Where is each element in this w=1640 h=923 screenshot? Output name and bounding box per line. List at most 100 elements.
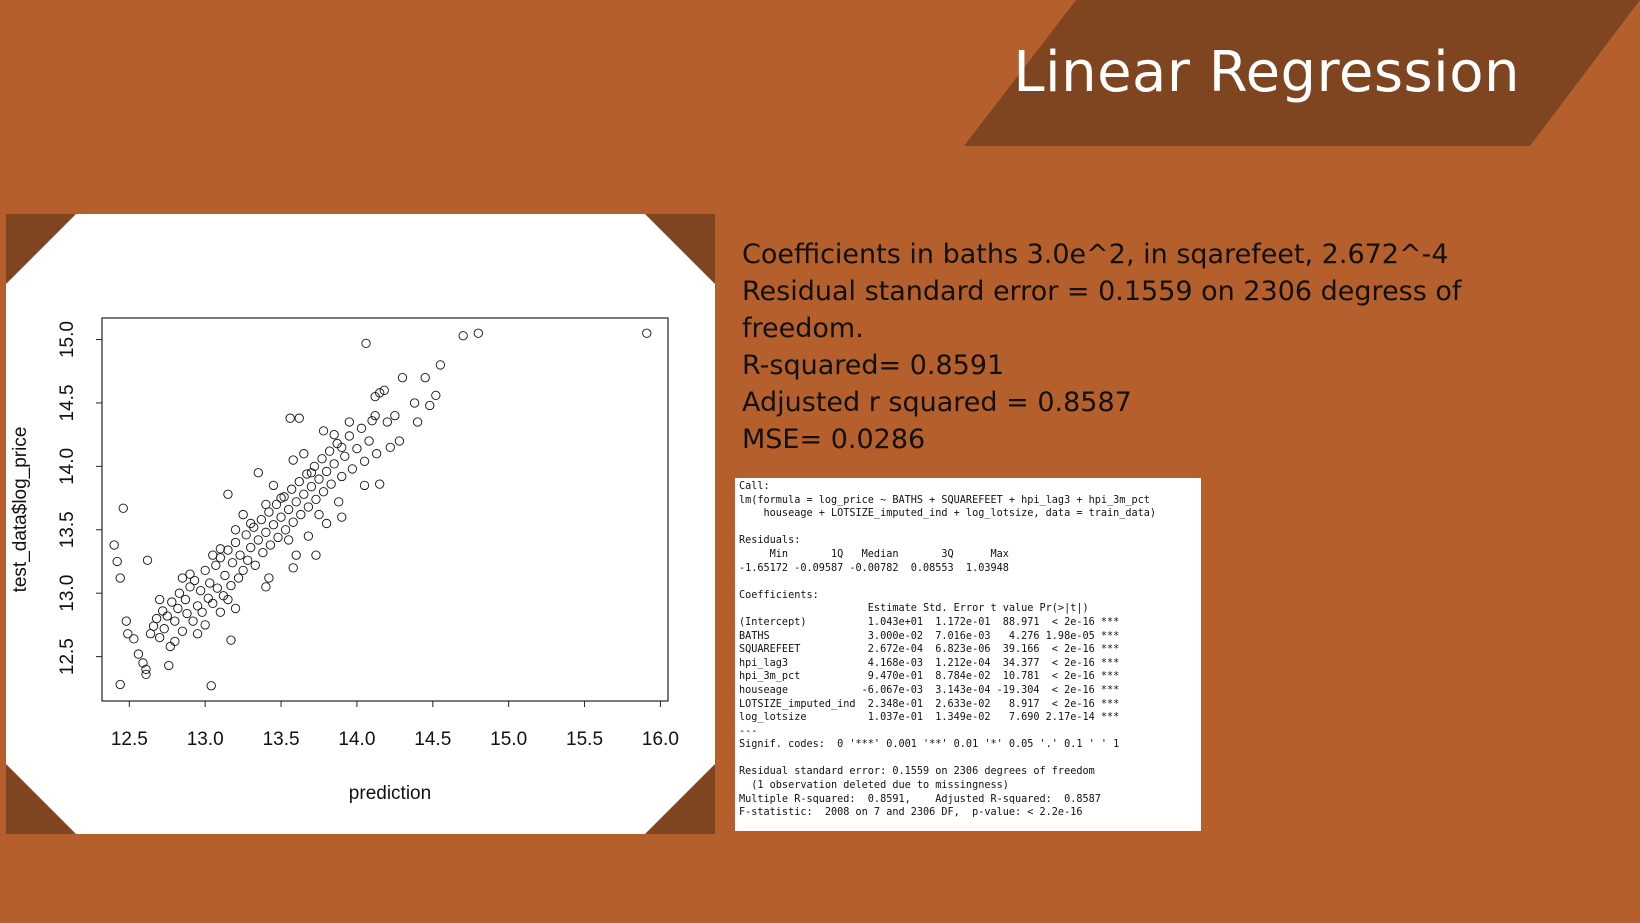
scatter-point	[133, 649, 144, 659]
stats-line-adjusted-r-squared: Adjusted r squared = 0.8587	[742, 387, 1132, 418]
y-tick-label: 13.5	[57, 511, 78, 548]
scatter-point	[177, 573, 188, 583]
scatter-point	[129, 634, 139, 644]
scatter-point	[121, 616, 131, 626]
scatter-point	[246, 542, 256, 553]
scatter-point	[115, 573, 125, 583]
stats-line-coefficients: Coefficients in baths 3.0e^2, in sqarefe…	[742, 239, 1449, 270]
scatter-point	[367, 416, 377, 426]
scatter-point	[233, 573, 244, 583]
scatter-point	[195, 586, 206, 596]
scatter-point	[375, 479, 385, 489]
scatter-point	[145, 629, 156, 639]
y-tick-label: 13.0	[57, 575, 78, 612]
scatter-point	[230, 525, 241, 535]
scatter-point	[215, 607, 226, 617]
scatter-point	[215, 553, 226, 563]
scatter-point	[372, 449, 382, 459]
scatter-point	[189, 575, 200, 586]
scatter-point	[177, 626, 188, 636]
scatter-point	[215, 544, 226, 554]
scatter-point	[148, 621, 159, 631]
scatter-point	[223, 594, 233, 605]
scatter-point	[334, 497, 344, 507]
scatter-point	[192, 601, 203, 611]
scatter-point	[283, 504, 294, 515]
scatter-point	[162, 611, 172, 621]
scatter-point	[294, 476, 304, 487]
plot-box	[101, 317, 669, 702]
scatter-point	[256, 514, 266, 525]
scatter-point	[382, 417, 392, 427]
scatter-point	[318, 487, 329, 497]
x-tick-label: 16.0	[642, 729, 679, 750]
scatter-point	[294, 413, 304, 423]
scatter-point	[317, 454, 327, 464]
scatter-point	[458, 331, 468, 341]
scatter-point	[291, 497, 301, 507]
scatter-point	[409, 398, 420, 408]
r-output-line: Multiple R-squared: 0.8591, Adjusted R-s…	[739, 793, 1101, 805]
r-output-line: Estimate Std. Error t value Pr(>|t|)	[739, 603, 1089, 615]
x-tick-label: 14.0	[338, 729, 375, 750]
scatter-point	[302, 469, 312, 479]
r-output-line: BATHS 3.000e-02 7.016e-03 4.276 1.98e-05…	[739, 630, 1120, 642]
regression-summary-text: Coefficients in baths 3.0e^2, in sqarefe…	[742, 236, 1602, 458]
scatter-point	[268, 480, 279, 491]
scatter-point	[246, 518, 256, 529]
scatter-point	[321, 518, 332, 529]
r-output-line: houseage -6.067e-03 3.143e-04 -19.304 < …	[739, 684, 1120, 696]
scatter-point	[170, 636, 180, 647]
x-tick-label: 13.5	[263, 729, 300, 750]
scatter-point	[173, 603, 183, 614]
scatter-point	[212, 583, 222, 593]
scatter-point	[370, 391, 380, 402]
r-output-line: houseage + LOTSIZE_imputed_ind + log_lot…	[739, 508, 1157, 520]
scatter-point	[220, 570, 230, 581]
scatter-point	[329, 430, 339, 440]
scatter-point	[261, 499, 271, 510]
scatter-point	[285, 413, 295, 423]
r-output-line: Signif. codes: 0 '***' 0.001 '**' 0.01 '…	[739, 739, 1120, 751]
scatter-point	[337, 512, 347, 522]
scatter-point	[288, 563, 298, 573]
scatter-point	[200, 565, 210, 576]
scatter-point	[435, 360, 446, 370]
scatter-point	[326, 479, 336, 489]
r-output-line: Residuals:	[739, 535, 801, 547]
stats-line-r-squared: R-squared= 0.8591	[742, 350, 1005, 381]
scatter-point	[306, 468, 317, 478]
r-output-line: log_lotsize 1.037e-01 1.349e-02 7.690 2.…	[739, 712, 1120, 724]
scatter-point	[359, 456, 370, 466]
scatter-point	[226, 580, 236, 591]
scatter-point	[250, 560, 260, 570]
scatter-point	[155, 594, 165, 605]
frame-corner-bottom-left	[6, 764, 76, 834]
scatter-point	[273, 532, 283, 543]
y-tick-label: 14.0	[57, 448, 78, 485]
scatter-point	[118, 503, 128, 513]
scatter-point	[344, 417, 354, 427]
scatter-point	[151, 613, 162, 624]
scatter-point	[642, 328, 652, 338]
scatter-point	[288, 455, 298, 465]
r-output-line: LOTSIZE_imputed_ind 2.348e-01 2.633e-02 …	[739, 698, 1120, 710]
scatter-point	[306, 482, 317, 492]
scatter-point	[258, 547, 268, 558]
r-output-line: Residual standard error: 0.1559 on 2306 …	[739, 766, 1095, 778]
scatter-point	[138, 658, 148, 668]
scatter-point	[311, 494, 321, 505]
scatter-point	[347, 464, 358, 474]
scatter-point	[238, 565, 248, 576]
scatter-point	[303, 502, 314, 512]
scatter-point	[206, 681, 216, 691]
scatter-point	[158, 606, 168, 616]
scatter-point	[291, 550, 301, 560]
r-output-line: lm(formula = log_price ~ BATHS + SQUAREF…	[739, 494, 1150, 506]
r-output-line: -1.65172 -0.09587 -0.00782 0.08553 1.039…	[739, 562, 1009, 574]
scatter-point	[324, 446, 335, 456]
scatter-point	[288, 517, 298, 527]
y-tick-label: 12.5	[57, 638, 78, 675]
x-tick-label: 13.0	[187, 729, 224, 750]
scatter-point	[412, 417, 423, 427]
